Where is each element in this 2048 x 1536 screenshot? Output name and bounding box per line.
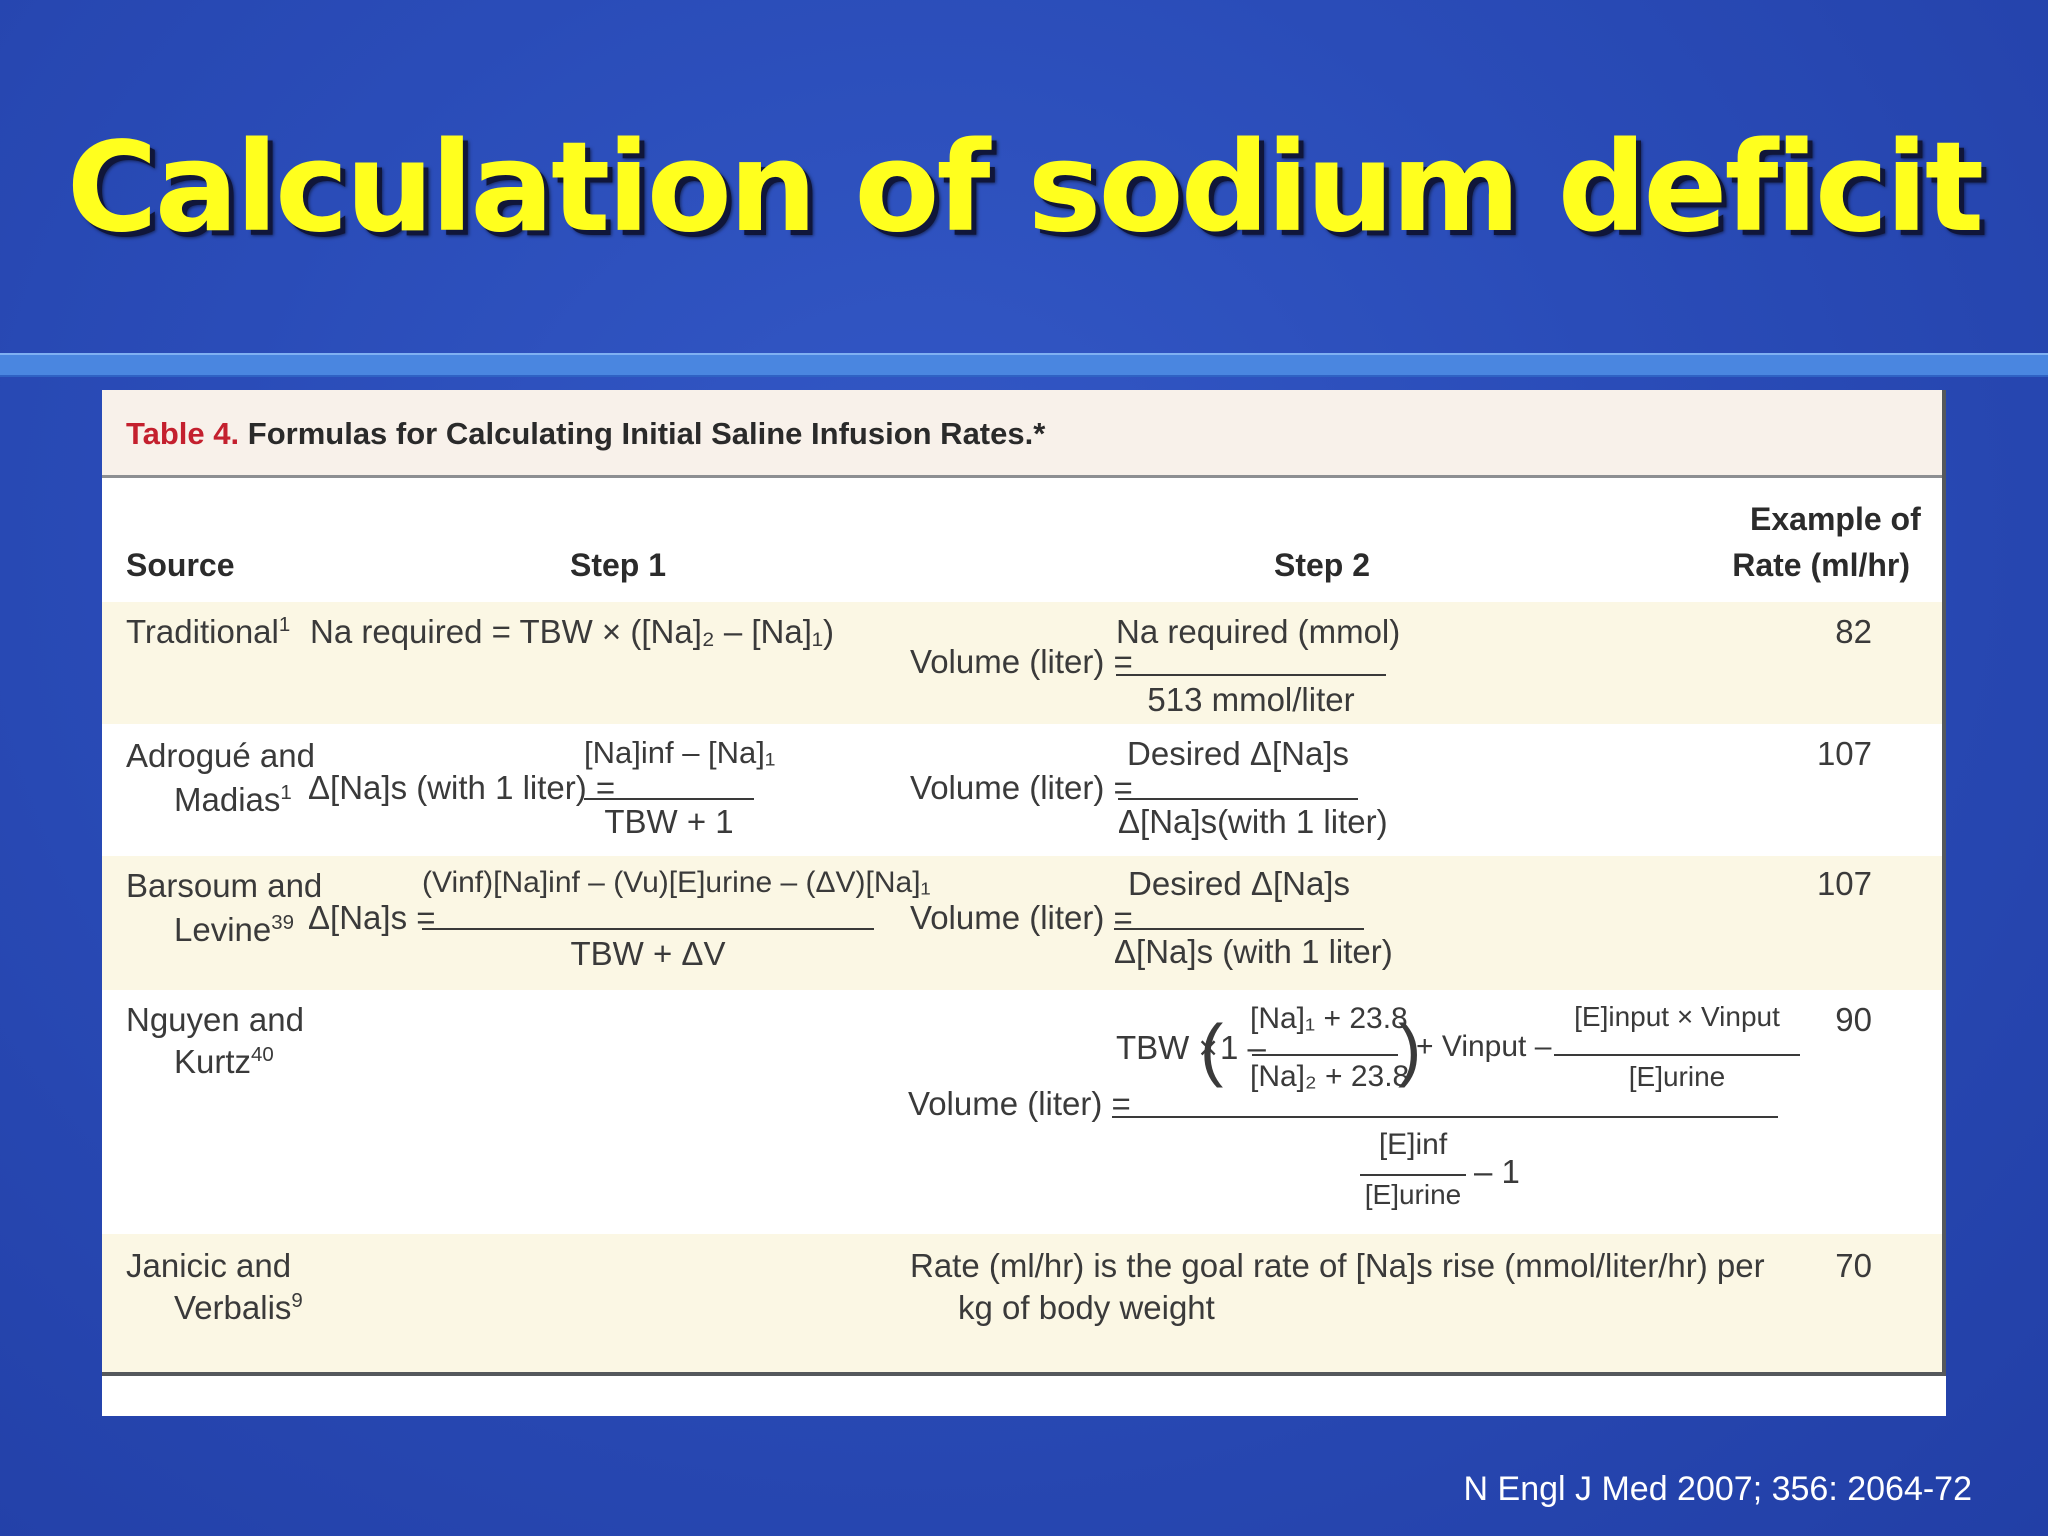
- row2-step2-denominator: Δ[Na]s(with 1 liter): [1118, 803, 1388, 840]
- row5-step2-line2: kg of body weight: [958, 1289, 1215, 1326]
- row4-den-numerator: [E]inf: [1378, 1128, 1448, 1161]
- fraction-bar: [1360, 1174, 1466, 1176]
- row1-step1-formula: Na required = TBW × ([Na]₂ – [Na]₁): [310, 613, 835, 650]
- row3-source-line1: Barsoum and: [126, 867, 323, 904]
- row4-den-tail: – 1: [1474, 1153, 1520, 1190]
- row3-step2-lhs: Volume (liter) =: [910, 899, 1133, 936]
- table-caption-bar: Table 4. Formulas for Calculating Initia…: [102, 390, 1942, 478]
- citation: N Engl J Med 2007; 356: 2064-72: [1463, 1470, 1972, 1508]
- row2-step1-numerator: [Na]inf – [Na]₁: [584, 735, 776, 770]
- row5-step2-line1: Rate (ml/hr) is the goal rate of [Na]s r…: [910, 1247, 1765, 1284]
- row1-step2-numerator: Na required (mmol): [1116, 613, 1401, 650]
- row3-step2-denominator: Δ[Na]s (with 1 liter): [1114, 933, 1393, 970]
- row1-step2-denominator: 513 mmol/liter: [1147, 681, 1355, 718]
- row2-step1-lhs: Δ[Na]s (with 1 liter) =: [308, 769, 616, 806]
- fraction-bar: [1118, 798, 1358, 800]
- row2-step1-denominator: TBW + 1: [604, 803, 734, 840]
- row3-step1-denominator: TBW + ΔV: [570, 935, 726, 972]
- header-divider: [0, 353, 2048, 377]
- header-rate-line1: Example of: [1750, 501, 1921, 537]
- row2-source-line1: Adrogué and: [126, 737, 315, 774]
- row3-rate: 107: [1816, 865, 1872, 902]
- row3-step1-lhs: Δ[Na]s =: [308, 899, 436, 936]
- fraction-bar: [1114, 928, 1364, 930]
- row2-rate: 107: [1816, 735, 1872, 772]
- table-row: [102, 856, 1942, 990]
- row2-step2-numerator: Desired Δ[Na]s: [1127, 735, 1349, 772]
- row3-step2-numerator: Desired Δ[Na]s: [1128, 865, 1350, 902]
- row4-right-numerator: [E]input × Vinput: [1574, 1001, 1780, 1032]
- header-step2: Step 2: [1274, 547, 1371, 583]
- row4-step2-mid: + Vinput –: [1416, 1030, 1552, 1063]
- table-row: [102, 602, 1942, 724]
- row4-inner-numerator: [Na]₁ + 23.8: [1250, 1002, 1408, 1035]
- header-rate-line2: Rate (ml/hr): [1732, 547, 1910, 583]
- table-caption: Table 4. Formulas for Calculating Initia…: [126, 416, 1045, 452]
- fraction-bar: [1554, 1054, 1800, 1056]
- row5-source-line2: Verbalis9: [174, 1289, 303, 1326]
- row4-den-denominator: [E]urine: [1364, 1179, 1462, 1210]
- row4-paren-close: ): [1398, 1010, 1422, 1088]
- row4-paren-open: (: [1200, 1010, 1224, 1088]
- row4-rate: 90: [1835, 1001, 1872, 1038]
- row1-source: Traditional1: [126, 613, 291, 650]
- table-number: Table 4.: [126, 416, 240, 451]
- row3-source-line2: Levine39: [174, 911, 294, 948]
- row4-source-line2: Kurtz40: [174, 1043, 274, 1080]
- header-source: Source: [126, 547, 235, 583]
- row5-source-line1: Janicic and: [126, 1247, 292, 1284]
- row4-step2-tbw: TBW ×: [1116, 1029, 1218, 1066]
- slide-title: Calculation of sodium deficit: [66, 116, 1984, 260]
- fraction-bar: [422, 928, 874, 930]
- table-row: [102, 1234, 1942, 1372]
- formula-table: Table 4. Formulas for Calculating Initia…: [102, 390, 1946, 1376]
- row1-step2-lhs: Volume (liter) =: [910, 643, 1133, 680]
- table-image-frame: Table 4. Formulas for Calculating Initia…: [102, 390, 1946, 1416]
- row2-source-line2: Madias1: [174, 781, 292, 818]
- fraction-bar: [1116, 674, 1386, 676]
- row4-right-denominator: [E]urine: [1628, 1061, 1726, 1092]
- row5-rate: 70: [1835, 1247, 1872, 1284]
- row3-step1-numerator: (Vinf)[Na]inf – (Vu)[E]urine – (ΔV)[Na]₁: [422, 866, 931, 899]
- table-caption-text: Formulas for Calculating Initial Saline …: [247, 416, 1046, 451]
- row4-one-minus: 1 –: [1220, 1029, 1266, 1066]
- row1-rate: 82: [1835, 613, 1872, 650]
- row2-step2-lhs: Volume (liter) =: [910, 769, 1133, 806]
- header-step1: Step 1: [570, 547, 667, 583]
- fraction-bar: [584, 798, 754, 800]
- main-fraction-bar: [1112, 1116, 1778, 1118]
- row4-inner-denominator: [Na]₂ + 23.8: [1250, 1060, 1410, 1093]
- row4-source-line1: Nguyen and: [126, 1001, 304, 1038]
- row4-step2-lhs: Volume (liter) =: [908, 1085, 1131, 1122]
- fraction-bar: [1252, 1054, 1398, 1056]
